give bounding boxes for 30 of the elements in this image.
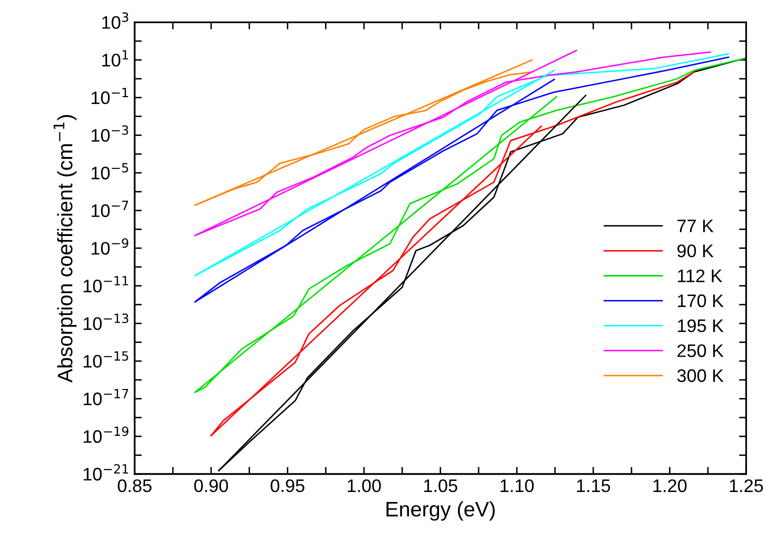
x-tick-label: 1.15: [577, 480, 610, 492]
x-tick-label: 1.05: [424, 479, 458, 492]
legend-label: 300 K: [677, 369, 724, 382]
y-tick-label: 10$^{−1}$: [92, 88, 128, 104]
legend-label: 77 K: [678, 220, 714, 232]
y-tick-label: 10$^{1}$: [102, 50, 128, 67]
y-axis-title: Absorption coefficient (cm$^{−1}$): [54, 115, 77, 383]
y-tick-label: 10$^{−15}$: [84, 351, 128, 368]
y-tick-label: 10$^{−3}$: [92, 125, 128, 142]
y-tick-label: 10$^{−9}$: [92, 238, 128, 255]
y-tick-label: 10$^{−17}$: [84, 389, 128, 406]
y-tick-label: 10$^{−19}$: [84, 426, 128, 443]
legend-label: 250 K: [678, 344, 724, 358]
x-tick-label: 1.25: [730, 479, 763, 492]
y-tick-label: 10$^{−7}$: [92, 200, 128, 218]
x-tick-label: 0.85: [118, 479, 152, 492]
y-tick-label: 10$^{−5}$: [92, 163, 128, 180]
legend-label: 170 K: [678, 294, 724, 308]
text: 0.90: [194, 479, 228, 492]
x-tick-label: 0.95: [270, 479, 304, 492]
text: 1.10: [500, 479, 534, 492]
legend-label: 112 K: [678, 269, 722, 282]
x-axis-title: Energy (eV): [386, 501, 495, 521]
text: 1.00: [348, 479, 381, 492]
legend-label: 195 K: [678, 319, 724, 332]
y-tick-label: 10$^{−13}$: [84, 314, 128, 330]
y-tick-label: 10$^{3}$: [102, 12, 128, 29]
y-tick-label: 10$^{−11}$: [84, 276, 128, 292]
legend-label: 90 K: [677, 244, 714, 258]
text: 1.20: [654, 479, 687, 492]
